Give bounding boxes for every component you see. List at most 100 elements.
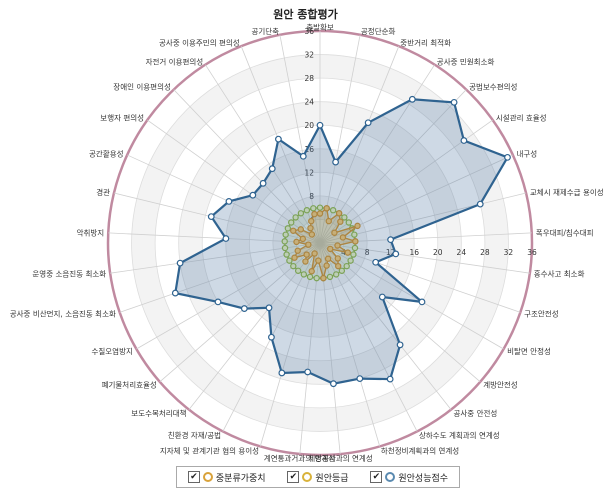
data-point xyxy=(334,242,341,249)
axis-label: 공법보수편의성 xyxy=(469,82,517,92)
data-point xyxy=(303,251,310,258)
axis-label: 친환경 자재/공법 xyxy=(168,430,221,440)
data-point xyxy=(311,210,318,218)
data-point xyxy=(225,198,233,205)
data-point xyxy=(364,119,372,127)
data-point xyxy=(372,258,380,266)
data-point xyxy=(286,257,293,264)
data-point xyxy=(320,274,327,282)
data-point xyxy=(345,219,352,226)
legend-checkbox[interactable]: ✔ xyxy=(187,471,200,483)
data-point xyxy=(476,200,484,208)
data-point xyxy=(334,255,342,262)
tick-label: 32 xyxy=(504,248,514,257)
data-point xyxy=(290,227,297,234)
data-point xyxy=(396,341,404,349)
legend-item-score[interactable]: ✔ 원안성능점수 xyxy=(370,471,448,484)
data-point xyxy=(315,257,322,264)
data-point xyxy=(356,375,364,383)
data-point xyxy=(351,231,358,238)
data-point xyxy=(294,267,302,274)
tick-label: 20 xyxy=(304,121,314,130)
data-point xyxy=(171,289,179,297)
data-point xyxy=(259,179,267,187)
data-point xyxy=(284,225,292,232)
tick-label: 24 xyxy=(457,248,467,257)
axis-label: 공사중 이용주민의 편의성 xyxy=(159,38,240,48)
data-point xyxy=(323,205,330,212)
data-point xyxy=(282,231,289,238)
data-point xyxy=(222,235,230,242)
data-point xyxy=(310,205,317,212)
data-point xyxy=(335,262,342,270)
tick-label: 12 xyxy=(304,168,314,177)
data-point xyxy=(326,245,334,253)
data-point xyxy=(281,244,289,252)
series-line xyxy=(174,98,510,385)
data-point xyxy=(329,206,337,214)
axis-label: 하천정비계획과의 연계성 xyxy=(381,445,459,455)
axis-label: 지자체 및 관계기관 협의 용이성 xyxy=(160,445,259,455)
data-point xyxy=(300,271,308,278)
data-point xyxy=(275,135,282,143)
axis-label: 출발확보 xyxy=(306,22,334,32)
legend: ✔ 중분류가중치 ✔ 원안등급 ✔ 원안성능점수 xyxy=(176,466,460,488)
data-point xyxy=(297,210,305,217)
data-point xyxy=(311,250,318,257)
legend-checkbox[interactable]: ✔ xyxy=(370,471,383,483)
data-point xyxy=(290,262,297,270)
legend-item-weight[interactable]: ✔ 중분류가중치 xyxy=(187,471,266,484)
tick-label: 36 xyxy=(527,248,537,257)
tick-label: 20 xyxy=(433,248,443,257)
tick-label: 8 xyxy=(365,248,370,257)
axis-label: 장애인 이용편의성 xyxy=(113,82,171,92)
data-point xyxy=(299,235,307,243)
data-point xyxy=(387,236,394,244)
chart-title: 원안 종합평가 xyxy=(273,8,338,21)
tick-label: 16 xyxy=(304,145,314,154)
axis-label: 운영중 소음진동 최소화 xyxy=(32,269,106,279)
data-point xyxy=(288,219,295,226)
data-point xyxy=(303,206,311,214)
data-point xyxy=(337,218,344,225)
data-point xyxy=(214,298,222,306)
axis-label: 보행자 편의성 xyxy=(100,113,144,123)
axis-label: 공사중 안전성 xyxy=(454,408,498,418)
data-point xyxy=(408,95,416,103)
axis-label: 시설관리 효율성 xyxy=(496,113,547,123)
axis-label: 보도수목처리대책 xyxy=(131,408,186,418)
data-point xyxy=(343,262,350,270)
data-point xyxy=(347,257,354,264)
data-point xyxy=(306,273,314,281)
axis-label: 계연통과거과의 연계성 xyxy=(264,453,335,463)
data-point xyxy=(308,268,315,275)
data-point xyxy=(240,305,248,312)
tick-label: 8 xyxy=(309,192,314,201)
data-point xyxy=(207,213,215,221)
data-point xyxy=(326,273,334,281)
axis-label: 공사중 비산먼지, 소음진동 최소화 xyxy=(10,309,116,319)
legend-label: 원안등급 xyxy=(315,473,349,484)
tick-label: 28 xyxy=(304,74,314,83)
data-point xyxy=(304,368,312,376)
data-point xyxy=(325,217,332,225)
tick-label: 12 xyxy=(386,248,396,257)
axis-label: 계방안전성 xyxy=(483,379,518,389)
axis-label: 교체시 재제수급 용이성 xyxy=(530,187,604,197)
tick-label: 16 xyxy=(409,248,419,257)
legend-checkbox[interactable]: ✔ xyxy=(287,471,300,483)
data-point xyxy=(278,369,286,377)
legend-item-grade[interactable]: ✔ 원안등급 xyxy=(287,471,349,484)
axis-label: 수질오염방지 xyxy=(91,346,132,356)
data-point xyxy=(339,234,347,241)
data-point xyxy=(331,229,338,236)
axis-label: 악취방지 xyxy=(77,228,105,238)
axis-label: 공기단축 xyxy=(251,26,279,36)
data-point xyxy=(307,224,314,232)
data-point xyxy=(292,214,299,221)
data-point xyxy=(352,238,359,245)
data-point xyxy=(354,222,361,230)
data-point xyxy=(316,204,324,211)
